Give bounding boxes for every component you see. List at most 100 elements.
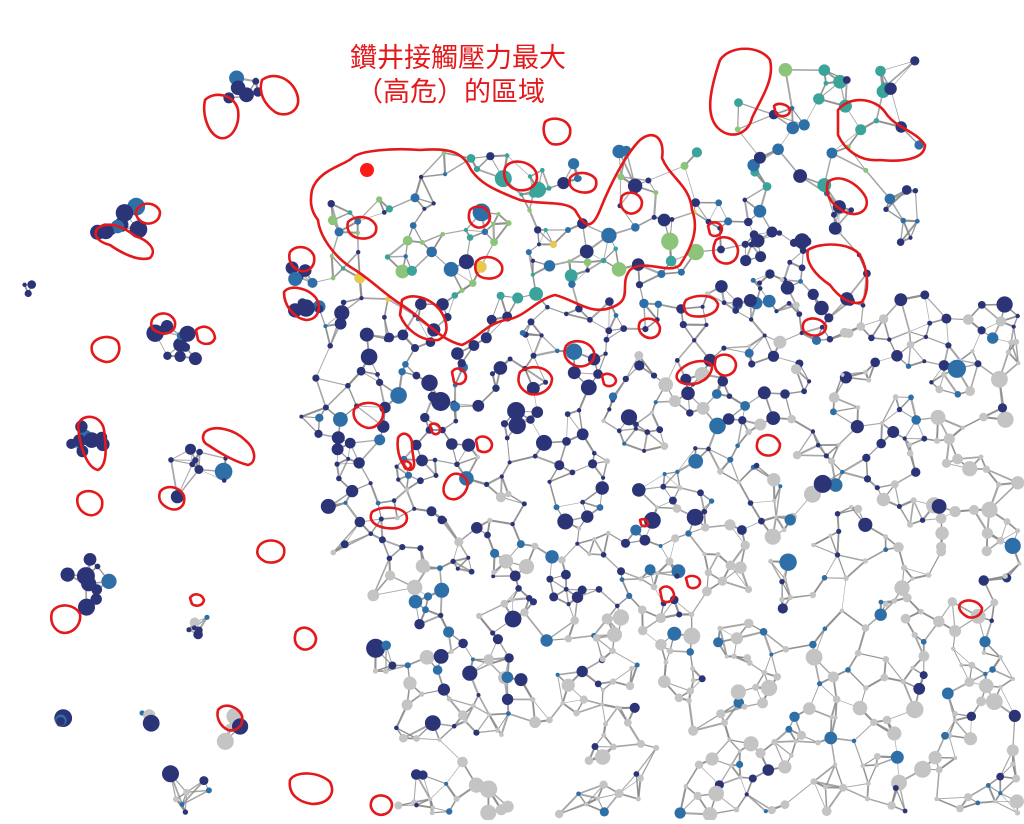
graph-node	[564, 587, 569, 592]
graph-node	[755, 748, 765, 758]
graph-node	[778, 603, 788, 613]
graph-node	[658, 214, 671, 227]
graph-node	[959, 663, 963, 667]
graph-edge	[842, 458, 866, 472]
graph-node	[27, 280, 36, 289]
graph-node	[414, 803, 419, 808]
graph-node	[433, 665, 443, 675]
graph-node	[567, 602, 571, 606]
graph-node	[921, 436, 927, 442]
graph-node	[335, 462, 340, 467]
graph-node	[443, 518, 447, 522]
graph-node	[764, 809, 768, 813]
graph-node	[863, 370, 868, 375]
graph-node	[979, 679, 994, 694]
graph-node	[891, 350, 903, 362]
graph-node	[379, 517, 384, 522]
graph-node	[476, 613, 482, 619]
graph-node	[671, 534, 679, 542]
graph-node	[432, 201, 436, 205]
graph-node	[414, 619, 424, 629]
graph-node	[620, 325, 627, 332]
graph-node	[731, 632, 743, 644]
graph-node	[510, 597, 515, 602]
graph-node	[935, 386, 943, 394]
graph-node	[411, 344, 419, 352]
graph-node	[451, 347, 464, 360]
graph-node	[827, 336, 834, 343]
graph-node	[794, 233, 809, 248]
graph-node	[490, 371, 495, 376]
graph-edge	[926, 337, 949, 346]
graph-edge	[739, 467, 753, 482]
graph-node	[688, 726, 698, 736]
high-risk-outline	[710, 49, 771, 135]
graph-node	[512, 293, 523, 304]
graph-node	[763, 182, 772, 191]
graph-node	[721, 719, 728, 726]
graph-edge	[730, 460, 739, 482]
graph-node	[1006, 350, 1011, 355]
graph-node	[446, 808, 452, 814]
edges-layer	[25, 61, 1020, 814]
graph-node	[975, 801, 980, 806]
graph-node	[765, 529, 781, 545]
graph-node	[490, 630, 495, 635]
graph-node	[979, 636, 990, 647]
graph-node	[477, 693, 481, 697]
graph-node	[887, 726, 901, 740]
graph-node	[908, 395, 914, 401]
graph-node	[944, 434, 955, 445]
graph-node	[431, 392, 450, 411]
graph-node	[763, 334, 767, 338]
graph-node	[636, 797, 641, 802]
graph-node	[844, 329, 853, 338]
graph-node	[387, 556, 393, 562]
graph-node	[833, 696, 841, 704]
graph-node	[612, 145, 626, 159]
graph-edge	[914, 500, 923, 520]
graph-node	[780, 389, 790, 399]
graph-edge	[333, 522, 360, 553]
graph-edge	[833, 407, 858, 411]
graph-node	[554, 460, 564, 470]
graph-node	[402, 699, 413, 710]
graph-node	[360, 328, 374, 342]
graph-node	[997, 296, 1013, 312]
graph-node	[793, 451, 801, 459]
graph-edge	[622, 579, 641, 580]
graph-node	[987, 332, 998, 343]
graph-node	[447, 696, 452, 701]
graph-node	[669, 395, 681, 407]
graph-node	[897, 407, 902, 412]
graph-edge	[421, 174, 445, 177]
graph-node	[929, 380, 933, 384]
graph-node	[526, 416, 534, 424]
graph-node	[848, 207, 854, 213]
graph-node	[674, 573, 679, 578]
graph-node	[580, 696, 588, 704]
graph-node	[661, 442, 669, 450]
graph-node	[811, 778, 818, 785]
graph-node	[717, 246, 725, 254]
graph-node	[399, 734, 408, 743]
graph-node	[531, 353, 537, 359]
graph-node	[908, 443, 913, 448]
graph-edge	[915, 191, 917, 222]
graph-node	[744, 619, 754, 629]
graph-node	[239, 87, 254, 102]
graph-node	[458, 639, 468, 649]
graph-node	[467, 154, 476, 163]
graph-node	[874, 118, 879, 123]
graph-edge	[854, 741, 863, 766]
graph-node	[345, 438, 356, 449]
graph-node	[596, 586, 603, 593]
graph-edge	[479, 604, 504, 616]
graph-node	[487, 518, 492, 523]
graph-node	[565, 227, 571, 233]
graph-node	[1012, 775, 1020, 783]
graph-node	[932, 499, 947, 514]
graph-node	[615, 789, 624, 798]
graph-edge	[606, 708, 618, 724]
graph-node	[863, 558, 868, 563]
